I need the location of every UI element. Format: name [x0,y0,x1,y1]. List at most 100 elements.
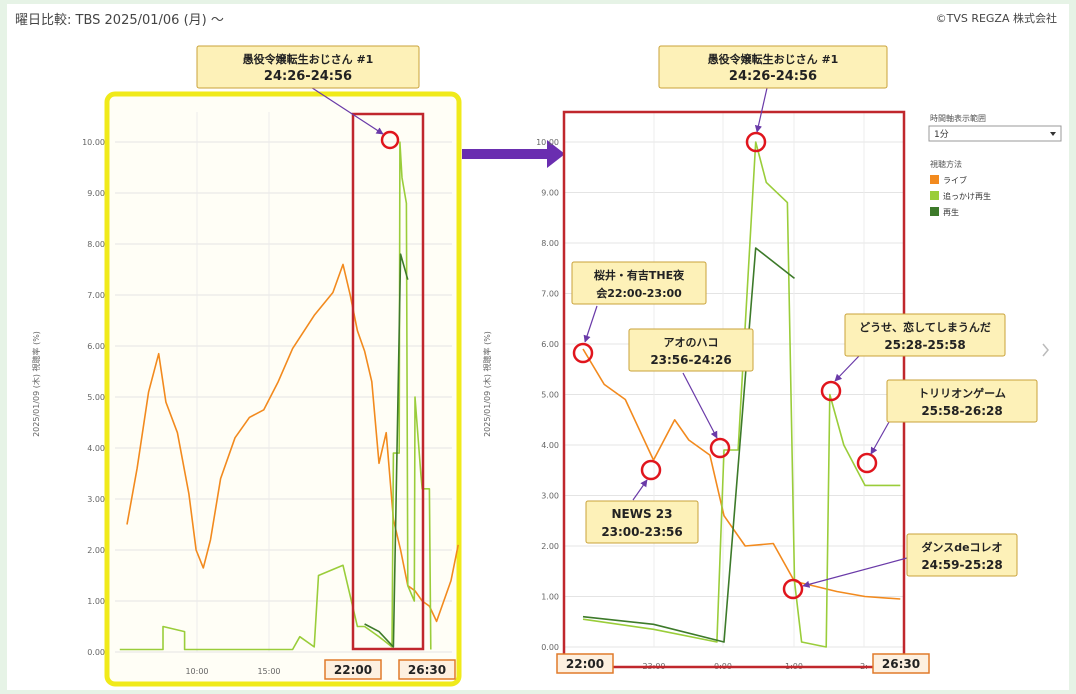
left-peak-circle [380,130,400,150]
right-y-axis-label: 2025/01/09 (木) 視聴率 (%) [482,331,492,437]
callout-aonohako-line1: アオのハコ [664,336,719,349]
right-y-tick-label: 5.00 [541,391,559,400]
right-y-tick-label: 7.00 [541,290,559,299]
left-y-tick-label: 7.00 [87,291,105,300]
left-y-tick-label: 8.00 [87,240,105,249]
left-series [119,141,459,651]
range-label: 時間軸表示範囲 [930,113,986,123]
left-callout-line2: 24:26-24:56 [264,69,352,84]
arrow-aonohako [682,372,718,439]
callout-news23-line1: NEWS 23 [612,507,673,521]
chevron-right-icon[interactable] [1042,343,1049,357]
legend-chase-label: 追っかけ再生 [943,191,991,201]
left-zoom-region [351,112,425,651]
right-y-tick-label: 3.00 [541,492,559,501]
right-series [582,141,901,648]
circle-douse [820,380,842,402]
circle-aonohako [709,437,731,459]
legend-play-label: 再生 [943,207,959,217]
left-x-ticks: 10:00 15:00 [185,667,280,676]
left-marker-end-box [398,659,456,680]
left-series-line-2 [364,253,409,648]
callout-akuyaku-line1: 愚役令嬢転生おじさん #1 [708,52,839,66]
callout-news23-box [585,500,699,544]
left-y-tick-label: 4.00 [87,444,105,453]
right-y-tick-label: 4.00 [541,441,559,450]
right-y-ticks: 0.00 1.00 2.00 3.00 4.00 5.00 6.00 7.00 8.00 9.00… [536,138,559,652]
legend-play-swatch [930,207,939,216]
left-y-tick-label: 9.00 [87,189,105,198]
chevron-down-icon[interactable] [1050,132,1056,136]
left-x-tick-label: 10:00 [185,667,208,676]
right-series-line-1 [582,141,901,648]
callout-sakurai-line2: 会22:00-23:00 [596,286,682,300]
right-series-line-2 [582,247,795,643]
left-marker-end: 26:30 [408,663,446,677]
chart-stage: 曜日比較: TBS 2025/01/06 (月) ～ ©TVS REGZA 株式… [7,4,1069,690]
left-y-tick-label: 3.00 [87,495,105,504]
left-y-tick-label: 0.00 [87,648,105,657]
callout-aonohako-line2: 23:56-24:26 [650,353,731,367]
right-marker-start-box [556,653,614,674]
right-y-tick-label: 8.00 [541,239,559,248]
callout-akuyaku-box [658,45,888,89]
arrow-akuyaku [754,87,768,133]
right-y-tick-label: 9.00 [541,189,559,198]
left-y-tick-label: 6.00 [87,342,105,351]
arrow-dance [802,557,908,588]
arrow-news23 [632,479,648,501]
callout-news23-line2: 23:00-23:56 [601,525,682,539]
comparison-chart-svg: 曜日比較: TBS 2025/01/06 (月) ～ ©TVS REGZA 株式… [15,11,1062,687]
right-chart: 0.00 1.00 2.00 3.00 4.00 5.00 6.00 7.00 8.00 9.00… [482,45,1038,674]
legend-panel: 時間軸表示範囲 1分 視聴方法 ライブ 追っかけ再生 再生 [928,113,1062,357]
left-x-tick-label: 15:00 [257,667,280,676]
left-y-tick-label: 1.00 [87,597,105,606]
right-y-tick-label: 1.00 [541,593,559,602]
callout-dance-box [906,533,1018,577]
left-callout-box [196,45,420,89]
callout-trillion-line1: トリリオンゲーム [918,386,1006,400]
left-y-tick-label: 2.00 [87,546,105,555]
left-series-line-1 [119,141,432,651]
right-zoom-frame [562,110,906,669]
callout-sakurai-box [571,261,707,305]
right-marker-end-box [872,653,930,674]
circle-trillion [856,452,878,474]
callout-sakurai-line1: 桜井・有吉THE夜 [594,268,685,282]
left-y-axis-label: 2025/01/09 (木) 視聴率 (%) [31,331,41,437]
circle-news23 [640,459,662,481]
range-select-value: 1分 [934,129,949,140]
copyright: ©TVS REGZA 株式会社 [936,11,1057,25]
circle-sakurai [572,342,594,364]
right-gridlines [565,112,905,648]
left-highlight-frame [104,91,462,687]
right-y-tick-label: 6.00 [541,340,559,349]
callout-dance-line2: 24:59-25:28 [921,558,1002,572]
page-title: 曜日比較: TBS 2025/01/06 (月) ～ [15,13,224,28]
zoom-arrow [462,140,565,168]
left-callout-arrow [302,81,384,135]
right-y-tick-label: 0.00 [541,643,559,652]
arrow-trillion [870,421,890,455]
method-label: 視聴方法 [930,159,962,169]
callout-douse-box [844,313,1006,357]
callout-aonohako-box [628,328,754,372]
callout-dance-line1: ダンスdeコレオ [921,540,1002,554]
callout-douse-line2: 25:28-25:58 [884,338,965,352]
left-marker-start: 22:00 [334,663,372,677]
circle-akuyaku [745,131,767,153]
legend-live-swatch [930,175,939,184]
legend-chase-swatch [930,191,939,200]
arrow-douse [834,355,860,382]
left-callout-line1: 愚役令嬢転生おじさん #1 [243,52,374,66]
legend-live-label: ライブ [943,175,967,185]
left-y-ticks: 0.00 1.00 2.00 3.00 4.00 5.00 6.00 7.00 8.00 9.00… [82,138,105,657]
right-marker-end: 26:30 [882,657,920,671]
left-chart: 0.00 1.00 2.00 3.00 4.00 5.00 6.00 7.00 8.00 9.00… [31,45,462,687]
callout-akuyaku-line2: 24:26-24:56 [729,69,817,84]
range-select[interactable] [928,125,1062,142]
left-y-tick-label: 10.00 [82,138,105,147]
left-gridlines [115,112,452,653]
left-marker-start-box [324,659,382,680]
right-marker-start: 22:00 [566,657,604,671]
